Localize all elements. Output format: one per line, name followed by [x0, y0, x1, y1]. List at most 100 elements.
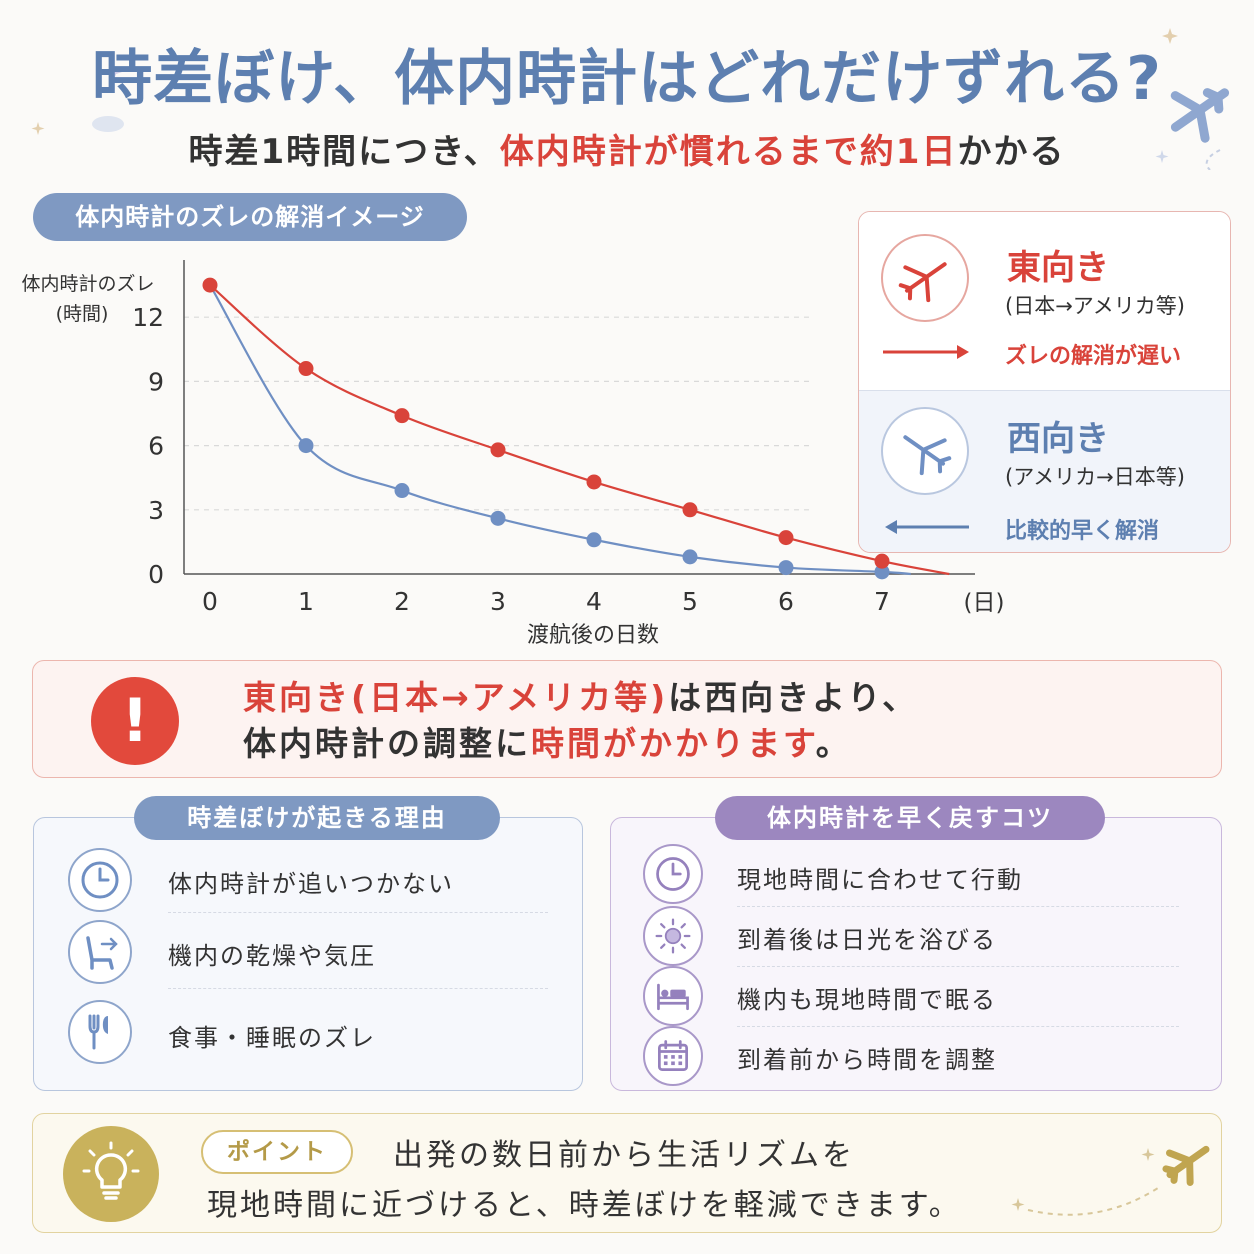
legend-east: 東向き (日本→アメリカ等) ズレの解消が遅い: [859, 212, 1230, 390]
alert-line2-prefix: 体内時計の調整に: [243, 724, 531, 763]
east-arrow-icon: [883, 345, 969, 359]
bed-icon: [643, 966, 703, 1026]
airplane-decoration-icon: [1155, 28, 1230, 170]
chart-section-label: 体内時計のズレの解消イメージ: [33, 193, 467, 241]
divider: [737, 1026, 1179, 1027]
west-arrow-icon: [885, 520, 969, 534]
alert-line1-rest: は西向きより、: [668, 678, 919, 717]
list-item: 体内時計が追いつかない: [34, 848, 582, 918]
moon-decoration-icon: [31, 34, 124, 135]
tip-label: 現地時間に合わせて行動: [737, 866, 1023, 894]
chart-legend: 東向き (日本→アメリカ等) ズレの解消が遅い 西向き (アメリカ→日本等) 比…: [858, 211, 1231, 553]
reasons-title: 時差ぼけが起きる理由: [134, 796, 500, 840]
fork-knife-icon: [68, 1000, 132, 1064]
y-tick-label: 0: [148, 560, 164, 589]
alert-box: ! 東向き(日本→アメリカ等)は西向きより、 体内時計の調整に時間がかかります。: [32, 660, 1222, 778]
x-tick-label: 2: [394, 587, 410, 616]
reason-label: 食事・睡眠のズレ: [168, 1024, 376, 1052]
data-point-west: [874, 564, 890, 580]
page-subtitle: 時差1時間につき、体内時計が慣れるまで約1日かかる: [0, 124, 1254, 173]
y-tick-label: 3: [148, 496, 164, 525]
legend-east-title: 東向き: [1007, 248, 1109, 288]
point-line1: 出発の数日前から生活リズムを: [393, 1138, 855, 1173]
x-tick-label: 1: [298, 587, 314, 616]
tip-label: 機内も現地時間で眠る: [737, 986, 997, 1014]
y-tick-label: 12: [132, 303, 164, 332]
data-point-west: [298, 438, 314, 454]
x-tick-label: 0: [202, 587, 218, 616]
data-point-west: [490, 510, 506, 526]
data-point-east: [298, 361, 314, 377]
point-badge: ポイント: [201, 1130, 353, 1174]
data-point-west: [394, 483, 410, 499]
divider: [168, 912, 548, 913]
x-tick-label: 7: [874, 587, 890, 616]
y-tick-label: 6: [148, 432, 164, 461]
x-tick-label: 6: [778, 587, 794, 616]
exclamation-icon: !: [91, 677, 179, 765]
data-point-west: [778, 560, 794, 576]
series-line-west: [209, 284, 911, 576]
tip-label: 到着前から時間を調整: [737, 1046, 997, 1074]
x-tick-label: 4: [586, 587, 602, 616]
west-airplane-icon: [881, 407, 969, 495]
reason-label: 機内の乾燥や気圧: [168, 942, 376, 970]
page-title: 時差ぼけ、体内時計はどれだけずれる?: [92, 44, 1162, 114]
data-point-east: [202, 277, 218, 293]
subtitle-suffix: かかる: [957, 132, 1066, 172]
calendar-icon: [643, 1026, 703, 1086]
list-item: 到着前から時間を調整: [611, 1026, 1221, 1096]
alert-line1-highlight: 東向き(日本→アメリカ等): [243, 678, 669, 717]
subtitle-prefix: 時差1時間につき、: [188, 132, 500, 172]
alert-line2-highlight: 時間がかかります: [531, 724, 816, 763]
east-airplane-icon: [881, 234, 969, 322]
tips-panel: 体内時計を早く戻すコツ 現地時間に合わせて行動 到着後は日光を浴びる 機内も現地…: [610, 796, 1222, 1091]
list-item: 機内も現地時間で眠る: [611, 966, 1221, 1036]
data-point-east: [682, 502, 698, 518]
x-axis-label: 渡航後の日数: [527, 623, 659, 648]
y-tick-label: 9: [148, 367, 164, 396]
clock-icon: [643, 844, 703, 904]
data-point-east: [394, 408, 410, 424]
data-point-west: [586, 532, 602, 548]
reason-label: 体内時計が追いつかない: [168, 870, 454, 898]
x-unit-label: (日): [964, 590, 1005, 616]
series-line-east: [209, 284, 950, 576]
alert-text: 東向き(日本→アメリカ等)は西向きより、 体内時計の調整に時間がかかります。: [243, 675, 918, 767]
y-axis-label: 体内時計のズレ: [21, 273, 154, 295]
divider: [737, 906, 1179, 907]
legend-west: 西向き (アメリカ→日本等) 比較的早く解消: [859, 390, 1230, 552]
subtitle-highlight: 体内時計が慣れるまで約1日: [499, 132, 958, 172]
data-point-east: [778, 530, 794, 546]
tips-title: 体内時計を早く戻すコツ: [715, 796, 1105, 840]
alert-line2-suffix: 。: [815, 724, 852, 763]
lightbulb-icon: [63, 1126, 159, 1222]
list-item: 到着後は日光を浴びる: [611, 906, 1221, 976]
reasons-panel: 時差ぼけが起きる理由 体内時計が追いつかない 機内の乾燥や気圧 食事・睡眠のズレ: [33, 796, 583, 1091]
data-point-east: [874, 553, 890, 569]
airplane-seat-icon: [68, 920, 132, 984]
airplane-decoration-icon: [1011, 1145, 1210, 1216]
data-point-east: [586, 474, 602, 490]
point-box: ポイント 出発の数日前から生活リズムを 現地時間に近づけると、時差ぼけを軽減でき…: [32, 1113, 1222, 1233]
tip-label: 到着後は日光を浴びる: [737, 926, 997, 954]
list-item: 現地時間に合わせて行動: [611, 844, 1221, 914]
point-line2: 現地時間に近づけると、時差ぼけを軽減できます。: [207, 1188, 962, 1223]
legend-west-sub: (アメリカ→日本等): [1005, 465, 1185, 489]
x-tick-label: 3: [490, 587, 506, 616]
x-tick-label: 5: [682, 587, 698, 616]
clock-icon: [68, 848, 132, 912]
divider: [168, 988, 548, 989]
sun-icon: [643, 906, 703, 966]
data-point-west: [682, 549, 698, 565]
divider: [737, 966, 1179, 967]
list-item: 機内の乾燥や気圧: [34, 920, 582, 990]
list-item: 食事・睡眠のズレ: [34, 1000, 582, 1070]
legend-west-note: 比較的早く解消: [1005, 519, 1160, 544]
y-axis-unit: (時間): [56, 303, 109, 325]
data-point-east: [490, 442, 506, 458]
legend-east-sub: (日本→アメリカ等): [1005, 294, 1185, 318]
legend-east-note: ズレの解消が遅い: [1005, 344, 1182, 369]
legend-west-title: 西向き: [1007, 419, 1109, 459]
